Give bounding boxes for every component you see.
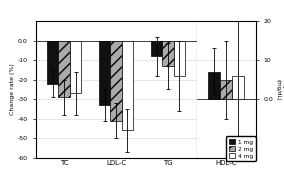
Y-axis label: Change value
(mg/dL): Change value (mg/dL) bbox=[276, 70, 284, 108]
Bar bbox=[174, 41, 185, 76]
Bar bbox=[208, 72, 220, 99]
Bar bbox=[151, 41, 162, 56]
Bar bbox=[122, 41, 133, 130]
Bar bbox=[47, 41, 58, 84]
Bar bbox=[58, 41, 70, 97]
Y-axis label: Change rate (%): Change rate (%) bbox=[10, 64, 15, 115]
Bar bbox=[220, 80, 232, 99]
Bar bbox=[232, 76, 244, 99]
Bar bbox=[162, 41, 174, 66]
Legend: 1 mg, 2 mg, 4 mg: 1 mg, 2 mg, 4 mg bbox=[226, 136, 256, 161]
Bar bbox=[70, 41, 81, 93]
Bar bbox=[99, 41, 110, 105]
Bar bbox=[110, 41, 122, 121]
